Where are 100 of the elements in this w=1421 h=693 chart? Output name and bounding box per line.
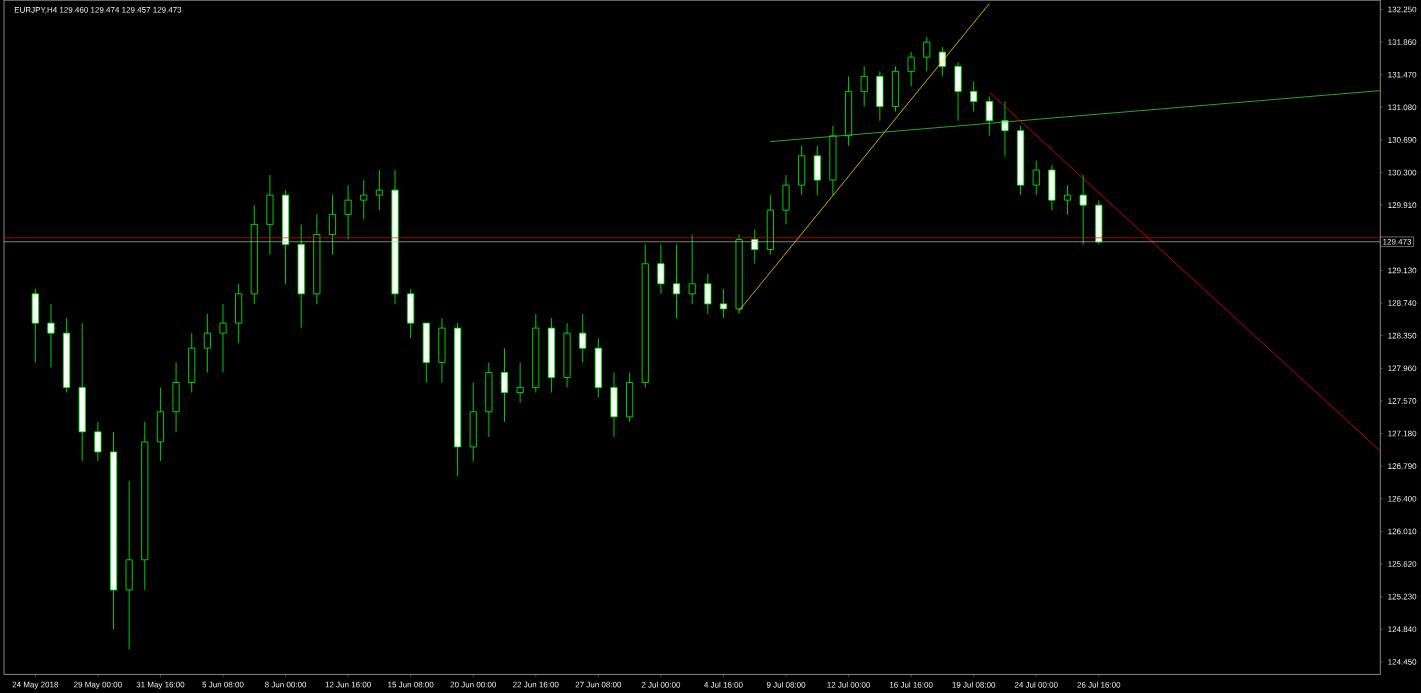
x-tick-label: 5 Jun 08:00 xyxy=(202,681,244,688)
candlestick xyxy=(954,61,962,121)
y-tick-label: 129.910 xyxy=(1388,202,1417,208)
candlestick xyxy=(63,317,71,393)
y-tick-label: 124.450 xyxy=(1388,658,1417,665)
y-tick-label: 127.960 xyxy=(1388,365,1417,371)
candlestick xyxy=(203,313,211,373)
y-tick-label: 128.740 xyxy=(1388,299,1417,306)
y-tick-label: 131.470 xyxy=(1388,71,1417,78)
y-tick-label: 125.230 xyxy=(1388,593,1417,600)
y-tick-label: 126.400 xyxy=(1388,495,1417,502)
x-tick-label: 12 Jul 00:00 xyxy=(827,681,871,688)
candlestick xyxy=(391,169,399,305)
candlestick xyxy=(735,233,743,315)
candlestick xyxy=(782,174,790,225)
candlestick xyxy=(1064,184,1072,215)
candlestick xyxy=(328,194,336,255)
candlestick xyxy=(250,204,258,305)
y-tick-label: 125.620 xyxy=(1388,560,1417,567)
candlestick xyxy=(313,213,321,305)
candlestick xyxy=(360,179,368,220)
candlestick xyxy=(47,303,55,368)
candlestick xyxy=(94,421,102,462)
candlestick xyxy=(657,243,665,295)
candlestick xyxy=(407,288,415,339)
x-tick-label: 24 May 2018 xyxy=(12,681,59,689)
x-tick-label: 4 Jul 16:00 xyxy=(704,681,743,688)
x-tick-label: 2 Jul 00:00 xyxy=(641,681,681,688)
x-tick-label: 16 Jul 16:00 xyxy=(889,681,933,688)
candlestick xyxy=(688,233,696,305)
candlestick xyxy=(641,243,649,388)
candlestick xyxy=(1079,174,1087,245)
x-tick-label: 8 Jun 00:00 xyxy=(265,681,307,688)
x-tick-label: 20 Jun 00:00 xyxy=(450,681,497,688)
candlestick xyxy=(923,36,931,72)
candlestick xyxy=(798,145,806,196)
candlestick xyxy=(704,273,712,315)
candlestick xyxy=(1001,100,1009,156)
candlestick xyxy=(282,189,290,284)
x-tick-label: 22 Jun 16:00 xyxy=(513,681,559,688)
candlestick xyxy=(125,480,133,650)
candlestick xyxy=(970,80,978,112)
y-tick-label: 126.790 xyxy=(1388,463,1417,469)
candlestick xyxy=(344,184,352,240)
x-tick-label: 24 Jul 00:00 xyxy=(1014,681,1058,688)
candlestick xyxy=(438,317,446,383)
candlestick xyxy=(156,386,164,462)
x-tick-label: 29 May 00:00 xyxy=(74,681,122,689)
candlestick xyxy=(673,243,681,319)
candlestick xyxy=(375,169,383,211)
y-tick-label: 127.570 xyxy=(1388,397,1417,404)
candlestick xyxy=(219,303,227,373)
candlestick xyxy=(985,95,993,136)
candlestick xyxy=(860,65,868,107)
candlestick xyxy=(485,361,493,438)
candlestick xyxy=(547,317,555,393)
candlestick xyxy=(891,65,900,112)
candlestick xyxy=(532,313,540,393)
y-tick-label: 126.010 xyxy=(1388,528,1417,534)
x-tick-label: 31 May 16:00 xyxy=(136,681,185,689)
y-tick-label: 129.130 xyxy=(1388,267,1417,274)
candlestick xyxy=(1032,160,1040,196)
candlestick xyxy=(813,145,821,196)
y-tick-label: 131.080 xyxy=(1388,104,1417,110)
candlestick xyxy=(235,283,243,344)
text: EURJPY,H4 129.460 129.474 129.457 129.473 xyxy=(14,6,182,14)
candlestick xyxy=(907,51,915,87)
candlestick xyxy=(469,381,477,462)
candlestick xyxy=(109,431,118,630)
x-tick-label: 26 Jul 16:00 xyxy=(1077,681,1121,688)
candlestick xyxy=(751,228,759,264)
x-tick-label: 9 Jul 08:00 xyxy=(766,681,806,688)
candlestick xyxy=(766,194,774,255)
y-tick-label: 132.250 xyxy=(1388,6,1417,13)
candlestick xyxy=(626,371,634,422)
y-tick-label: 128.350 xyxy=(1388,332,1417,339)
candlestick xyxy=(876,70,884,121)
y-tick-label: 127.180 xyxy=(1388,430,1417,437)
x-tick-label: 12 Jun 16:00 xyxy=(325,681,371,688)
x-tick-label: 27 Jun 08:00 xyxy=(575,681,622,688)
candlestick xyxy=(78,322,86,462)
candlestick xyxy=(579,313,587,363)
y-tick-label: 130.300 xyxy=(1388,169,1417,176)
candlestick xyxy=(266,174,274,255)
candlestick xyxy=(297,223,305,329)
candlestick xyxy=(141,421,149,591)
candlestick xyxy=(516,361,524,403)
candlestick xyxy=(594,337,602,398)
y-tick-label: 131.860 xyxy=(1388,39,1417,45)
candlestick xyxy=(31,288,39,363)
y-tick-label: 130.690 xyxy=(1388,136,1417,143)
candlestick xyxy=(454,322,462,477)
candlestick xyxy=(1017,125,1025,196)
candlestick xyxy=(829,125,837,196)
candlestick xyxy=(563,322,571,388)
candlestick xyxy=(1048,164,1056,211)
x-tick-label: 19 Jul 08:00 xyxy=(952,681,996,688)
ref-line-label: 129.473 xyxy=(1383,238,1412,245)
candlestick xyxy=(172,361,180,433)
candlestick xyxy=(719,288,727,319)
